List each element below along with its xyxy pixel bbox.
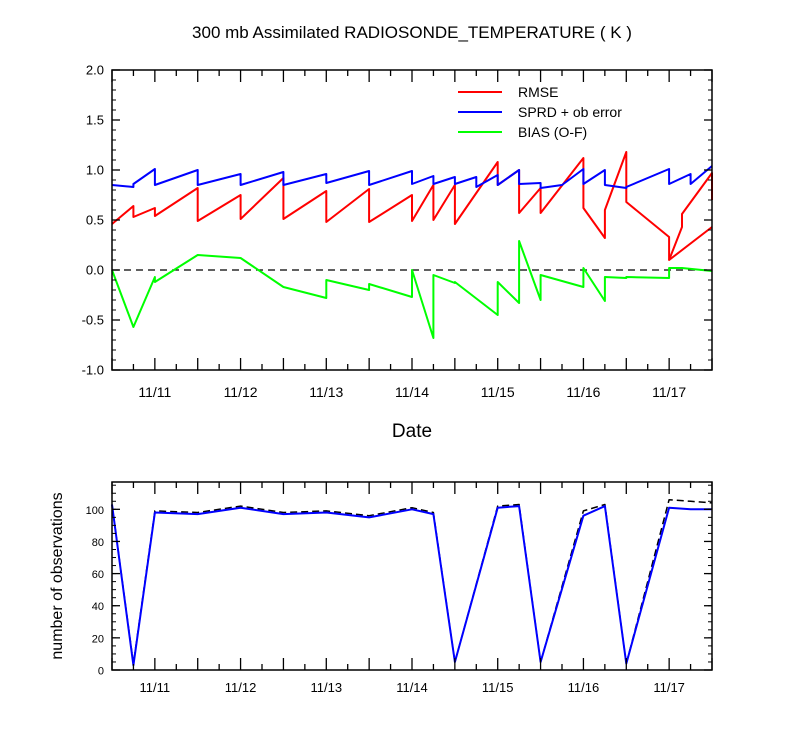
x-tick-label: 11/17	[652, 384, 686, 400]
top-axes: -1.0 -0.5 0.0 0.5 1.0 1.5 2.0 11/11 11/12 11/13 11…	[82, 63, 713, 400]
x-axis-label: Date	[392, 421, 432, 442]
rmse-spread-bias-chart: 300 mb Assimilated RADIOSONDE_TEMPERATUR…	[82, 23, 713, 442]
observation-count-chart: 0 20 40 60 80 100 11/11 11/12 11/13 11/14 11/15 11/…	[49, 481, 713, 695]
x-tick-label: 11/14	[395, 384, 429, 400]
y-tick-label: 20	[92, 633, 104, 645]
y-axis-label: number of observations	[49, 492, 66, 659]
x-tick-label: 11/12	[224, 384, 258, 400]
y-tick-label: 0.0	[86, 263, 104, 278]
x-tick-label: 11/13	[309, 384, 343, 400]
y-tick-label: 0	[98, 666, 104, 678]
y-tick-label: -0.5	[82, 313, 104, 328]
x-tick-label: 11/11	[138, 384, 171, 400]
y-tick-label: 1.0	[86, 163, 104, 178]
bottom-series	[111, 498, 713, 667]
x-tick-label: 11/16	[566, 384, 600, 400]
top-series	[111, 151, 713, 339]
x-tick-label: 11/13	[310, 680, 342, 695]
y-tick-label: 40	[92, 601, 104, 613]
series-line-rmse-cont-	[668, 172, 713, 261]
legend-label: BIAS (O-F)	[518, 124, 587, 140]
series-line-assimilated-observations	[111, 504, 712, 667]
y-tick-label: 1.5	[86, 113, 104, 128]
y-tick-label: -1.0	[82, 363, 104, 378]
series-line-bias-o-f-	[111, 240, 713, 339]
chart-title: 300 mb Assimilated RADIOSONDE_TEMPERATUR…	[192, 23, 632, 42]
y-tick-label: 0.5	[86, 213, 104, 228]
y-tick-label: 60	[92, 569, 104, 581]
y-tick-label: 100	[86, 505, 104, 517]
legend-label: SPRD + ob error	[518, 104, 622, 120]
x-tick-label: 11/15	[481, 384, 515, 400]
x-tick-label: 11/16	[568, 680, 600, 695]
x-tick-label: 11/17	[653, 680, 685, 695]
y-tick-label: 80	[92, 537, 104, 549]
y-tick-label: 2.0	[86, 63, 104, 78]
series-line-rmse	[111, 151, 713, 261]
x-tick-label: 11/14	[396, 680, 428, 695]
bottom-axes: 0 20 40 60 80 100 11/11 11/12 11/13 11/14 11/15 11/…	[86, 482, 713, 695]
x-tick-label: 11/11	[140, 680, 171, 695]
series-line-sprd-ob-error	[111, 165, 713, 189]
legend: RMSE SPRD + ob error BIAS (O-F)	[458, 84, 622, 140]
x-tick-label: 11/12	[225, 680, 257, 695]
legend-label: RMSE	[518, 84, 558, 100]
x-tick-label: 11/15	[482, 680, 514, 695]
